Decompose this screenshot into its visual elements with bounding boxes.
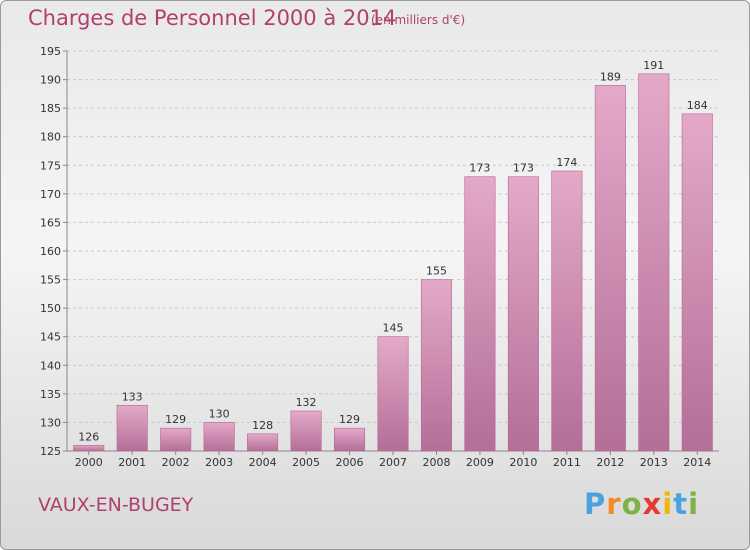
chart-subtitle: (en milliers d'€) bbox=[371, 13, 466, 27]
bar bbox=[290, 410, 322, 452]
bar bbox=[377, 336, 409, 452]
x-tick-label: 2000 bbox=[75, 456, 103, 469]
bar bbox=[507, 176, 539, 452]
bar bbox=[203, 422, 235, 452]
chart-title: Charges de Personnel 2000 à 2014 bbox=[28, 6, 397, 30]
x-tick-label: 2006 bbox=[336, 456, 364, 469]
bar bbox=[464, 176, 496, 452]
x-tick-label: 2005 bbox=[292, 456, 320, 469]
x-tick-label: 2009 bbox=[466, 456, 494, 469]
y-tick-label: 160 bbox=[40, 245, 61, 258]
proxiti-logo: Proxiti bbox=[584, 487, 699, 521]
bar bbox=[116, 404, 148, 452]
x-tick-label: 2011 bbox=[553, 456, 581, 469]
bar bbox=[594, 84, 626, 452]
y-tick-label: 130 bbox=[40, 416, 61, 429]
x-tick-label: 2004 bbox=[249, 456, 277, 469]
bar-value-label: 129 bbox=[339, 413, 360, 426]
bars: 126 133 129 130 128 132 129 145 155 173 173 174 189 1… bbox=[73, 59, 713, 452]
y-tick-label: 165 bbox=[40, 216, 61, 229]
logo-letter: i bbox=[662, 487, 674, 521]
bar-value-label: 126 bbox=[78, 430, 99, 443]
logo-letter: o bbox=[621, 487, 643, 521]
y-tick-label: 145 bbox=[40, 331, 61, 344]
bar bbox=[551, 170, 583, 452]
bar-value-label: 173 bbox=[469, 162, 490, 175]
place-name: VAUX-EN-BUGEY bbox=[38, 494, 194, 516]
x-tick-label: 2014 bbox=[683, 456, 711, 469]
bar-value-label: 133 bbox=[122, 390, 143, 403]
y-tick-label: 155 bbox=[40, 274, 61, 287]
x-axis-labels: 2000 2001 2002 2003 2004 2005 2006 2007 2008 2009… bbox=[75, 451, 711, 469]
x-tick-label: 2003 bbox=[205, 456, 233, 469]
x-tick-label: 2013 bbox=[640, 456, 668, 469]
logo-letter: t bbox=[673, 487, 689, 521]
x-tick-label: 2012 bbox=[596, 456, 624, 469]
bar bbox=[420, 279, 452, 452]
logo-letter: r bbox=[606, 487, 622, 521]
x-tick-label: 2008 bbox=[422, 456, 450, 469]
bar-value-label: 128 bbox=[252, 419, 273, 432]
bar-value-label: 155 bbox=[426, 265, 447, 278]
y-tick-label: 180 bbox=[40, 131, 61, 144]
bar bbox=[247, 433, 279, 452]
bar-value-label: 145 bbox=[383, 322, 404, 335]
y-tick-label: 140 bbox=[40, 359, 61, 372]
bar-value-label: 173 bbox=[513, 162, 534, 175]
x-tick-label: 2010 bbox=[509, 456, 537, 469]
x-tick-label: 2002 bbox=[162, 456, 190, 469]
bar-value-label: 189 bbox=[600, 70, 621, 83]
bar-value-label: 130 bbox=[209, 407, 230, 420]
x-tick-label: 2001 bbox=[118, 456, 146, 469]
y-tick-label: 175 bbox=[40, 159, 61, 172]
y-tick-label: 170 bbox=[40, 188, 61, 201]
bar bbox=[681, 113, 713, 452]
bar bbox=[334, 427, 366, 452]
y-tick-label: 185 bbox=[40, 102, 61, 115]
y-tick-label: 190 bbox=[40, 74, 61, 87]
y-tick-label: 135 bbox=[40, 388, 61, 401]
bar-value-label: 191 bbox=[643, 59, 664, 72]
y-tick-label: 125 bbox=[40, 445, 61, 458]
bar-value-label: 132 bbox=[296, 396, 317, 409]
y-tick-label: 195 bbox=[40, 45, 61, 58]
bar bbox=[638, 73, 670, 452]
logo-letter: x bbox=[642, 487, 663, 521]
logo-letter: P bbox=[584, 487, 607, 521]
logo-letter: i bbox=[688, 487, 700, 521]
bar bbox=[160, 427, 192, 452]
bar bbox=[73, 444, 105, 452]
bar-value-label: 174 bbox=[556, 156, 577, 169]
x-tick-label: 2007 bbox=[379, 456, 407, 469]
bar-value-label: 129 bbox=[165, 413, 186, 426]
y-tick-label: 150 bbox=[40, 302, 61, 315]
bar-value-label: 184 bbox=[687, 99, 708, 112]
